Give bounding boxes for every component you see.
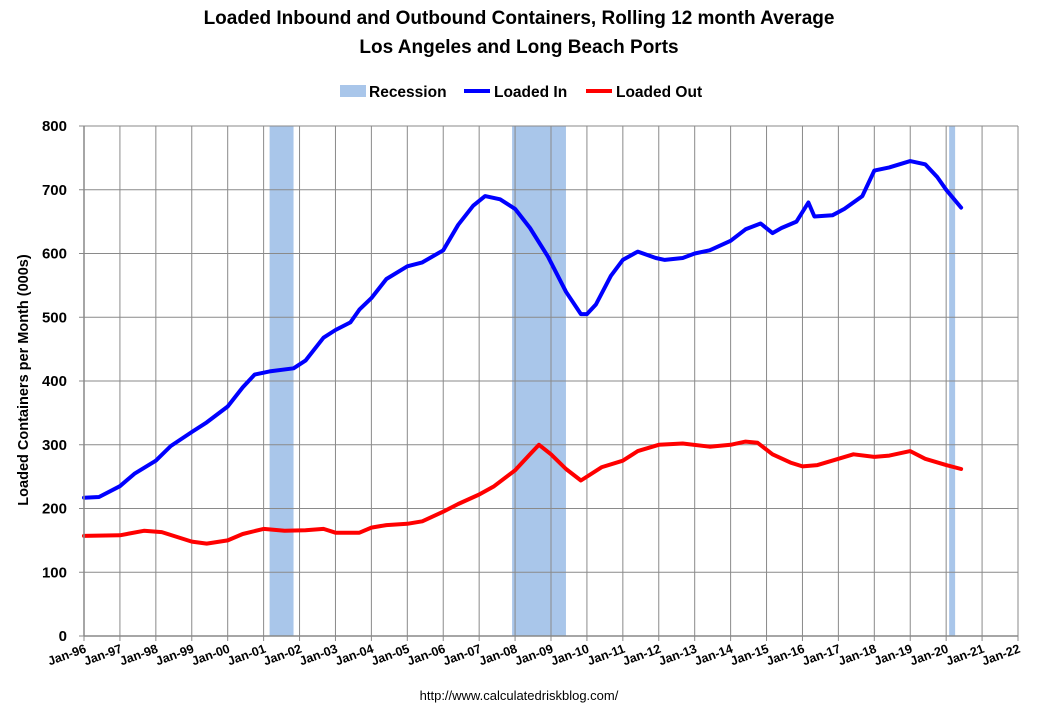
gridlines [83, 125, 1019, 637]
chart-title: Loaded Inbound and Outbound Containers, … [203, 8, 835, 29]
y-axis-label: Loaded Containers per Month (000s) [16, 254, 32, 506]
legend-label-loaded-in: Loaded In [494, 84, 567, 101]
legend-label-recession: Recession [369, 84, 447, 101]
legend-label-loaded-out: Loaded Out [616, 84, 702, 101]
x-tick-label: Jan-22 [980, 642, 1022, 669]
y-tick-label: 300 [42, 437, 67, 454]
y-tick-label: 700 [42, 182, 67, 199]
y-tick-label: 500 [42, 309, 67, 326]
y-tick-label: 800 [42, 118, 67, 135]
source-url: http://www.calculatedriskblog.com/ [419, 688, 619, 703]
legend-swatch-recession [340, 85, 366, 97]
y-tick-label: 100 [42, 564, 67, 581]
series-line-loaded-in [82, 159, 964, 500]
y-tick-label: 400 [42, 373, 67, 390]
series-line-loaded-out [82, 439, 964, 546]
y-tick-label: 600 [42, 246, 67, 263]
y-tick-label: 0 [59, 628, 67, 645]
series-lines [82, 159, 964, 546]
y-tick-label: 200 [42, 501, 67, 518]
chart-subtitle: Los Angeles and Long Beach Ports [359, 37, 679, 58]
legend: Recession Loaded In Loaded Out [340, 84, 702, 101]
